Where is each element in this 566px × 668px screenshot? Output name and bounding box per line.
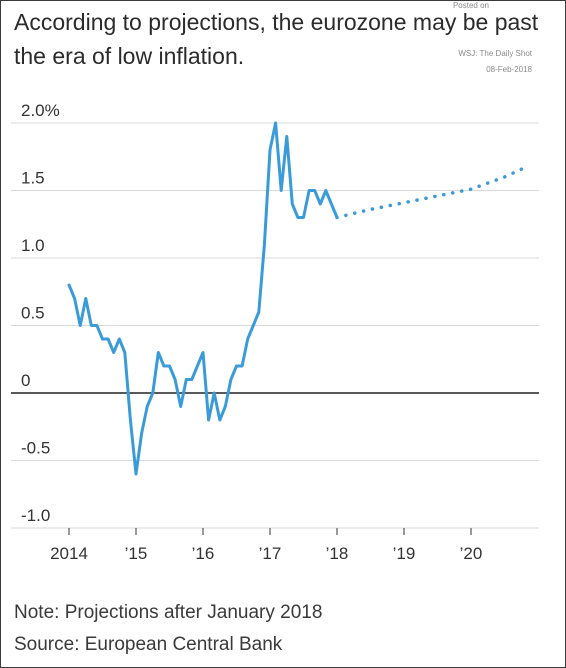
x-tick-label: ’15 <box>125 544 148 563</box>
source-credit: WSJ: The Daily Shot <box>458 49 532 58</box>
x-tick-label: ’17 <box>259 544 282 563</box>
footnote: Note: Projections after January 2018 <box>14 602 323 623</box>
y-tick-label: 2.0% <box>21 101 60 120</box>
y-tick-label: 1.5 <box>21 169 45 188</box>
projection-line <box>335 164 530 220</box>
source-note: Source: European Central Bank <box>14 634 283 655</box>
y-tick-label: -0.5 <box>21 439 50 458</box>
post-date: 08-Feb-2018 <box>486 65 532 74</box>
x-tick-label: ’18 <box>326 544 349 563</box>
x-tick-label: ’16 <box>192 544 215 563</box>
chart-title: According to projections, the eurozone m… <box>14 9 539 69</box>
posted-on-label: Posted on <box>452 1 489 10</box>
series-layer <box>67 121 530 476</box>
grid-layer <box>11 122 539 529</box>
actual-inflation-line <box>67 121 339 476</box>
y-tick-label: -1.0 <box>21 506 50 525</box>
x-tick-label: ’19 <box>393 544 416 563</box>
x-tick-label: ’20 <box>460 544 483 563</box>
x-tick-label: 2014 <box>50 544 88 563</box>
y-tick-label: 0 <box>21 371 30 390</box>
y-tick-label: 0.5 <box>21 304 45 323</box>
y-tick-label: 1.0 <box>21 236 45 255</box>
